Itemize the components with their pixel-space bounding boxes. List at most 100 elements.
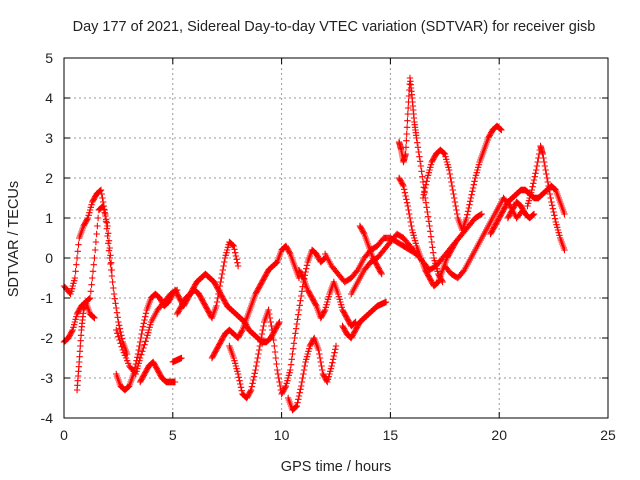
data-point-interp (213, 298, 221, 306)
data-point-interp (422, 199, 430, 206)
data-point-interp (87, 288, 95, 295)
data-point-interp (134, 354, 141, 361)
data-point-interp (105, 230, 112, 237)
data-point-interp (453, 210, 461, 218)
data-point-interp (249, 380, 256, 387)
data-point-interp (138, 330, 145, 338)
data-point-interp (110, 284, 117, 292)
data-point-interp (452, 202, 459, 210)
data-point (498, 126, 505, 134)
data-point (419, 194, 427, 202)
data-point-interp (276, 382, 284, 390)
data-point (332, 342, 340, 350)
data-point-interp (440, 150, 448, 157)
data-point-interp (237, 384, 245, 391)
data-point-interp (446, 170, 454, 178)
data-point-interp (250, 373, 258, 380)
data-point-interp (218, 274, 225, 282)
data-point-interp (112, 300, 119, 307)
data-point-interp (427, 228, 434, 235)
data-point-interp (118, 343, 125, 350)
data-point-interp (321, 308, 328, 315)
data-point-interp (427, 233, 435, 240)
data-point (108, 266, 116, 274)
data-point-interp (84, 216, 91, 223)
data-point-interp (401, 189, 409, 196)
x-axis-label: GPS time / hours (281, 459, 391, 475)
data-point (213, 302, 220, 310)
data-point (97, 186, 105, 194)
data-point-interp (297, 297, 304, 304)
data-point-interp (429, 244, 436, 251)
series-pass-4 (113, 286, 181, 378)
series-pass-2 (60, 202, 116, 346)
data-point-interp (117, 340, 124, 347)
data-point-interp (255, 350, 262, 358)
data-point-interp (135, 346, 142, 354)
series-pass-18 (356, 222, 385, 278)
data-point-interp (288, 356, 295, 363)
data-point-interp (403, 124, 411, 131)
data-point-interp (533, 162, 541, 170)
data-point (234, 370, 242, 378)
data-point-interp (131, 367, 138, 374)
data-point-interp (89, 268, 97, 275)
data-point-interp (418, 168, 425, 175)
data-point (402, 150, 409, 158)
data-point (234, 262, 242, 270)
data-point-interp (416, 158, 424, 165)
data-point-interp (428, 238, 435, 246)
y-tick-label: 1 (45, 210, 53, 226)
data-point-interp (271, 348, 279, 356)
data-point-interp (124, 384, 132, 391)
data-point-interp (451, 240, 459, 247)
data-point-interp (423, 178, 430, 185)
data-point-interp (266, 310, 273, 318)
data-point-interp (287, 361, 295, 368)
data-point (378, 270, 385, 278)
data-point-interp (297, 292, 305, 300)
data-point (247, 386, 255, 394)
data-point-interp (247, 388, 254, 395)
data-point (252, 366, 259, 374)
y-tick-label: -1 (41, 290, 54, 306)
data-point-interp (234, 259, 241, 266)
data-point-interp (141, 316, 148, 324)
data-point-interp (534, 158, 541, 166)
data-point-interp (232, 252, 240, 260)
data-point-interp (237, 380, 244, 388)
data-point-interp (416, 153, 423, 160)
grid (64, 58, 608, 418)
data-point-interp (477, 211, 484, 218)
data-point (404, 202, 412, 210)
data-point (136, 354, 144, 362)
data-point-interp (303, 265, 310, 272)
data-point-interp (229, 242, 237, 249)
data-point-interp (103, 219, 110, 226)
data-point-interp (546, 190, 554, 198)
y-tick-label: 4 (45, 90, 53, 106)
data-point-interp (114, 330, 121, 337)
data-point-interp (471, 178, 478, 185)
series-pass-6 (136, 358, 179, 386)
data-point-interp (496, 125, 504, 132)
data-point-interp (235, 374, 243, 381)
data-point-interp (89, 274, 96, 282)
data-point-interp (299, 273, 306, 280)
data-point-interp (414, 144, 422, 151)
y-tick-label: 3 (45, 130, 53, 146)
y-tick-label: -3 (41, 370, 54, 386)
data-point-interp (448, 178, 455, 186)
data-point (404, 110, 412, 118)
data-point (104, 222, 111, 230)
data-point-interp (440, 149, 447, 156)
data-point-interp (257, 338, 264, 346)
data-point-interp (251, 370, 258, 377)
chart-title: Day 177 of 2021, Sidereal Day-to-day VTE… (73, 19, 596, 35)
data-point-interp (298, 378, 306, 386)
data-point-interp (73, 261, 80, 268)
data-point (113, 326, 120, 334)
data-point-interp (318, 362, 325, 370)
data-point-interp (551, 212, 558, 219)
data-point-interp (403, 130, 410, 138)
